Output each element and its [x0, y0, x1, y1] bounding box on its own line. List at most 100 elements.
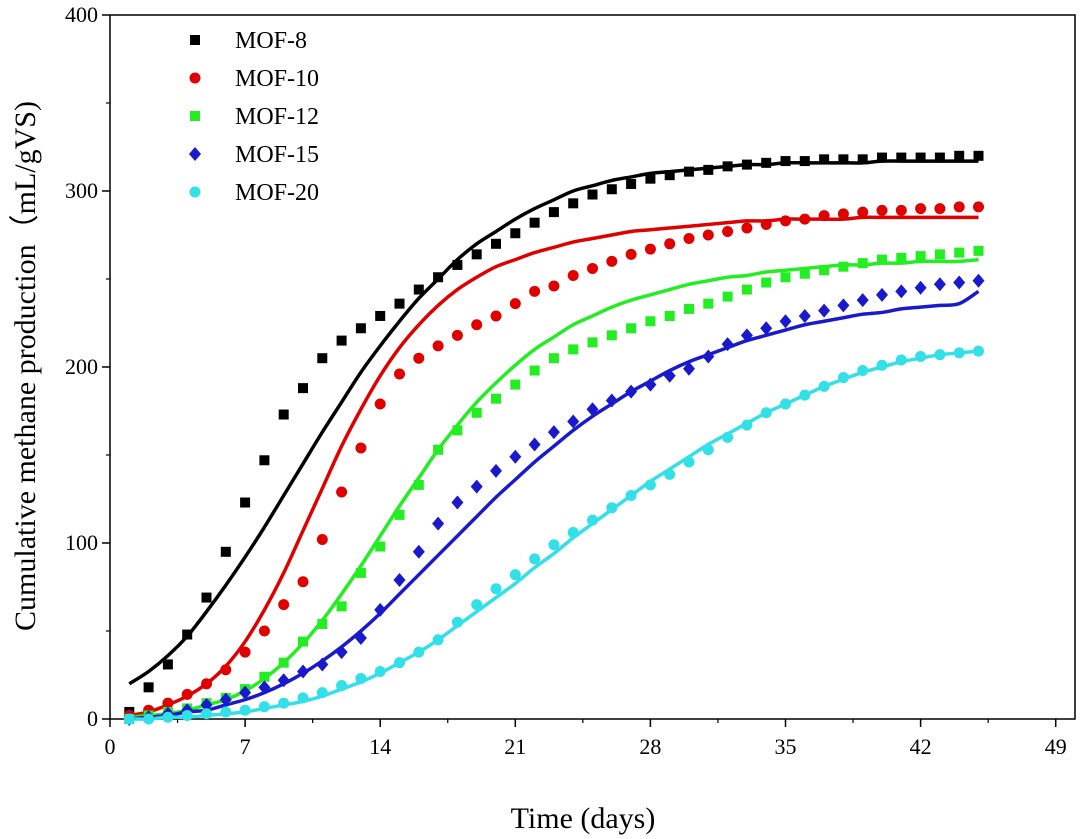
data-point	[220, 706, 232, 718]
data-point	[451, 616, 463, 628]
data-point	[412, 544, 425, 559]
data-point	[394, 368, 405, 380]
data-point	[973, 201, 984, 213]
data-point	[548, 280, 560, 292]
fit-line-mof-12	[129, 257, 979, 719]
data-point	[626, 178, 637, 189]
data-point	[915, 152, 926, 163]
data-point	[702, 349, 715, 364]
data-point	[877, 152, 887, 163]
y-tick-label: 0	[87, 706, 98, 731]
y-tick-label: 100	[65, 530, 98, 555]
data-point	[819, 154, 830, 165]
data-point	[645, 316, 656, 327]
data-point	[509, 449, 522, 464]
data-point	[413, 352, 425, 364]
data-point	[471, 407, 482, 418]
series-mof-8	[124, 150, 984, 717]
data-point	[297, 576, 309, 588]
data-point	[181, 709, 193, 721]
data-point	[336, 601, 347, 612]
data-point	[760, 321, 773, 336]
data-point	[953, 275, 966, 290]
data-point	[799, 389, 811, 401]
data-point	[567, 414, 580, 429]
data-point	[317, 353, 328, 364]
data-point	[722, 225, 734, 237]
series-mof-10	[123, 201, 984, 721]
data-point	[954, 150, 965, 161]
data-point	[297, 692, 309, 704]
data-point	[432, 516, 445, 531]
data-point	[548, 353, 559, 364]
data-point	[568, 344, 579, 355]
data-point	[740, 328, 753, 343]
x-tick-label: 42	[910, 734, 932, 759]
data-point	[335, 645, 348, 660]
series-mof-12	[124, 245, 984, 724]
data-point	[741, 419, 753, 431]
data-point	[433, 272, 444, 283]
data-point	[529, 217, 540, 228]
data-point	[162, 697, 174, 709]
data-point	[818, 210, 830, 222]
data-point	[722, 431, 734, 443]
data-point	[491, 238, 501, 249]
data-point	[703, 298, 714, 309]
legend-marker-mof-10	[189, 72, 201, 84]
data-point	[587, 262, 598, 274]
data-point	[220, 664, 232, 676]
data-point	[317, 618, 328, 629]
y-tick-label: 300	[65, 178, 98, 203]
data-point	[857, 365, 869, 377]
data-point	[779, 314, 792, 329]
data-point	[278, 599, 290, 611]
data-point	[548, 207, 559, 218]
data-point	[606, 502, 618, 514]
data-point	[722, 291, 733, 302]
data-point	[123, 713, 135, 725]
data-point	[819, 265, 830, 276]
data-point	[645, 173, 656, 184]
data-point	[510, 379, 521, 390]
data-point	[470, 479, 483, 494]
data-point	[413, 646, 425, 658]
data-point	[181, 688, 193, 700]
data-point	[182, 629, 193, 640]
data-point	[818, 303, 831, 318]
x-tick-label: 7	[240, 734, 251, 759]
data-point	[490, 583, 502, 595]
data-point	[934, 152, 945, 163]
data-point	[625, 248, 637, 260]
data-point	[258, 680, 271, 695]
data-point	[895, 204, 907, 216]
data-point	[684, 303, 694, 314]
data-point	[856, 293, 869, 308]
data-point	[683, 456, 695, 468]
legend-label-mof-8: MOF-8	[235, 28, 307, 54]
y-tick-label: 200	[65, 354, 98, 379]
data-point	[934, 349, 946, 361]
data-point	[644, 479, 656, 491]
data-point	[799, 156, 810, 167]
data-point	[240, 497, 251, 508]
data-point	[664, 170, 675, 181]
data-point	[529, 285, 541, 297]
data-point	[587, 337, 598, 348]
legend-label-mof-15: MOF-15	[235, 142, 319, 168]
data-point	[490, 310, 502, 322]
data-point	[452, 425, 463, 436]
data-point	[799, 268, 810, 279]
data-point	[876, 204, 888, 216]
data-point	[355, 323, 366, 334]
data-point	[625, 489, 637, 501]
legend-marker-mof-8	[190, 35, 200, 45]
data-point	[567, 269, 579, 281]
data-point	[663, 368, 676, 383]
data-point	[799, 213, 811, 225]
data-point	[529, 553, 541, 565]
data-point	[644, 377, 657, 392]
data-point	[278, 409, 289, 420]
data-point	[277, 673, 290, 688]
